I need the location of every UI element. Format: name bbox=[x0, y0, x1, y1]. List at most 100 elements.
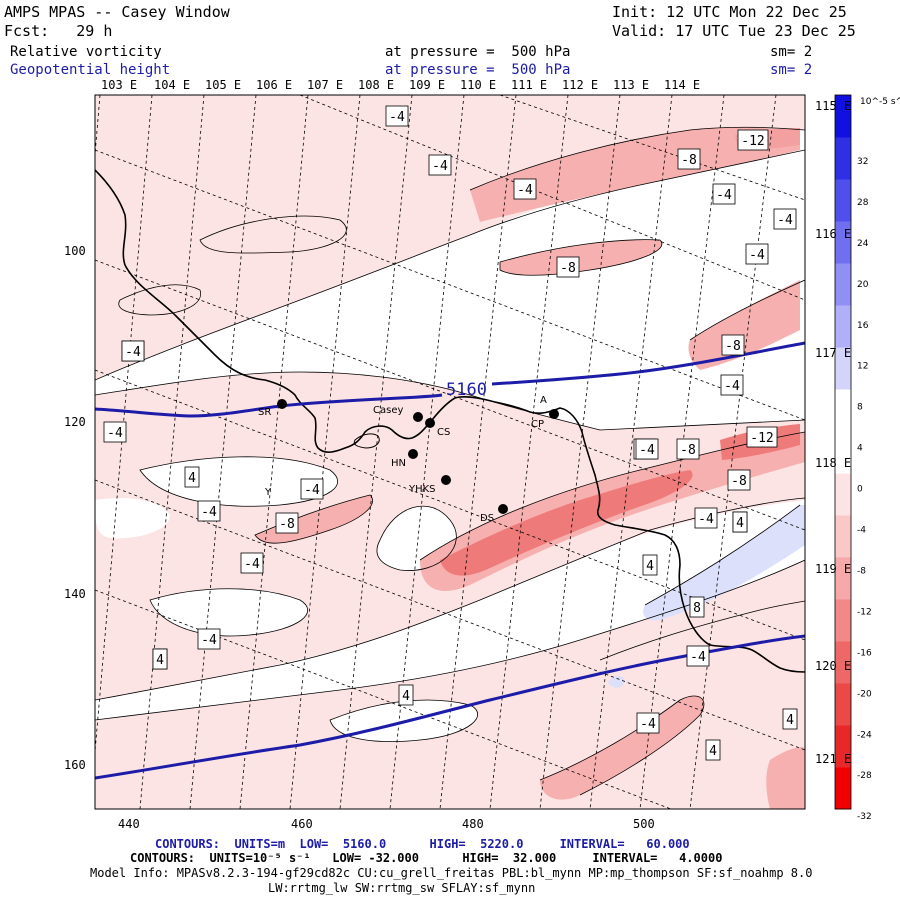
colorbar-tick-label: 28 bbox=[857, 198, 869, 208]
colorbar-segment bbox=[835, 725, 851, 768]
vorticity-label: 4 bbox=[786, 713, 794, 728]
station-label: CS bbox=[437, 427, 450, 438]
vorticity-label: 4 bbox=[736, 516, 744, 531]
field1-level: at pressure = 500 hPa bbox=[385, 44, 571, 60]
colorbar-tick-label: 20 bbox=[857, 280, 869, 290]
vorticity-label-box bbox=[746, 426, 778, 448]
vorticity-label-box bbox=[513, 178, 537, 200]
vorticity-label-box bbox=[721, 334, 745, 356]
vorticity-label-box bbox=[677, 148, 701, 170]
vorticity-label: -8 bbox=[560, 261, 576, 276]
colorbar-segment bbox=[835, 137, 851, 180]
colorbar-segment bbox=[835, 473, 851, 516]
y-axis-label: 160 bbox=[64, 758, 86, 772]
station-label: SR bbox=[258, 407, 271, 418]
vorticity-label: -4 bbox=[304, 483, 320, 498]
vorticity-contours bbox=[95, 126, 805, 796]
station-label: YHKS bbox=[408, 484, 436, 495]
vorticity-label-box bbox=[184, 466, 200, 488]
vorticity-label-box bbox=[635, 438, 659, 460]
vorticity-label: -4 bbox=[201, 633, 217, 648]
colorbar-tick-label: 4 bbox=[857, 444, 863, 454]
colorbar-segment bbox=[835, 221, 851, 264]
colorbar-tick-label: -32 bbox=[857, 812, 872, 822]
colorbar-tick-label: 16 bbox=[857, 321, 869, 331]
station-label: Casey bbox=[373, 405, 403, 416]
footer-model-info: Model Info: MPASv8.2.3-194-gf29cd82c CU:… bbox=[90, 866, 813, 880]
vorticity-label-box bbox=[197, 500, 221, 522]
vorticity-labels: -4 -4 -4 -8 -12 -4 -4 -8 -4 -8 -4 -4 -4 -4 4 -4 -8 -4 -4 4 -… bbox=[103, 105, 798, 761]
colorbar-segment bbox=[835, 347, 851, 390]
vorticity-label-box bbox=[300, 478, 324, 500]
vorticity-label-box bbox=[745, 243, 769, 265]
footer-vorticity-contours: CONTOURS: UNITS=10⁻⁵ s⁻¹ LOW= -32.000 HI… bbox=[130, 851, 723, 865]
station-label: CP bbox=[531, 419, 544, 430]
top-lon-label: 109 E bbox=[409, 78, 446, 92]
field1-name: Relative vorticity bbox=[10, 44, 162, 60]
right-lon-label: 117 E bbox=[815, 346, 852, 360]
station-markers bbox=[277, 399, 559, 514]
vorticity-label: 4 bbox=[156, 653, 164, 668]
vorticity-label: -4 bbox=[724, 379, 740, 394]
vorticity-label: -4 bbox=[749, 248, 765, 263]
station-dot-ds bbox=[498, 504, 508, 514]
right-lon-label: 120 E bbox=[815, 659, 852, 673]
vorticity-label: 8 bbox=[693, 601, 701, 616]
vorticity-label: -8 bbox=[680, 443, 696, 458]
vorticity-label: -8 bbox=[279, 517, 295, 532]
colorbar: 32 28 24 20 16 12 8 4 0 -4 -8 -12 -16 -20 -24 -28 -32 bbox=[834, 94, 872, 822]
field2-smoothing: sm= 2 bbox=[770, 62, 813, 78]
y-axis-label: 120 bbox=[64, 415, 86, 429]
colorbar-segment bbox=[835, 683, 851, 726]
top-lon-label: 105 E bbox=[205, 78, 242, 92]
station-dot-sr bbox=[277, 399, 287, 409]
vorticity-label: 4 bbox=[709, 744, 717, 759]
colorbar-tick-label: -12 bbox=[857, 607, 872, 617]
vorticity-label-box bbox=[428, 154, 452, 176]
vorticity-label: -4 bbox=[389, 110, 405, 125]
field2-name: Geopotential height bbox=[10, 62, 171, 78]
colorbar-segment bbox=[835, 263, 851, 306]
vorticity-label: -4 bbox=[639, 443, 655, 458]
colorbar-segment bbox=[835, 431, 851, 474]
vorticity-label: -12 bbox=[750, 431, 773, 446]
vorticity-label-box bbox=[773, 208, 797, 230]
colorbar-frame bbox=[834, 94, 852, 810]
colorbar-segment bbox=[835, 557, 851, 600]
colorbar-segment bbox=[835, 179, 851, 222]
vorticity-label: -4 bbox=[716, 188, 732, 203]
vorticity-label-box bbox=[556, 256, 580, 278]
vorticity-label-box bbox=[275, 512, 299, 534]
colorbar-unit: 10^-5 s^-1 bbox=[860, 97, 900, 107]
vorticity-label-box bbox=[197, 628, 221, 650]
colorbar-tick-label: 24 bbox=[857, 239, 869, 249]
station-label: HN bbox=[391, 458, 406, 469]
field1-smoothing: sm= 2 bbox=[770, 44, 813, 60]
map-title: AMPS MPAS -- Casey Window bbox=[4, 3, 230, 21]
colorbar-segment bbox=[835, 515, 851, 558]
station-label: A bbox=[540, 395, 547, 406]
top-lon-label: 114 E bbox=[664, 78, 701, 92]
vorticity-label: -4 bbox=[201, 505, 217, 520]
y-axis-label: 140 bbox=[64, 587, 86, 601]
station-dot-cp bbox=[549, 409, 559, 419]
vorticity-label-box bbox=[727, 469, 751, 491]
coastline bbox=[95, 169, 805, 673]
right-lon-label: 121 E bbox=[815, 752, 852, 766]
vorticity-label-box bbox=[720, 374, 744, 396]
right-lon-label: 116 E bbox=[815, 227, 852, 241]
vorticity-label: -4 bbox=[698, 512, 714, 527]
vorticity-label-box bbox=[686, 645, 710, 667]
footer-height-contours: CONTOURS: UNITS=m LOW= 5160.0 HIGH= 5220… bbox=[155, 837, 690, 851]
colorbar-segment bbox=[835, 767, 851, 810]
vorticity-label-box bbox=[636, 712, 660, 734]
top-lon-label: 108 E bbox=[358, 78, 395, 92]
colorbar-tick-label: 8 bbox=[857, 403, 863, 413]
top-lon-label: 103 E bbox=[101, 78, 138, 92]
station-dot-casey bbox=[413, 412, 423, 422]
y-axis-label: 100 bbox=[64, 244, 86, 258]
vorticity-label-box bbox=[712, 183, 736, 205]
colorbar-segment bbox=[835, 305, 851, 348]
vorticity-label: -4 bbox=[517, 183, 533, 198]
